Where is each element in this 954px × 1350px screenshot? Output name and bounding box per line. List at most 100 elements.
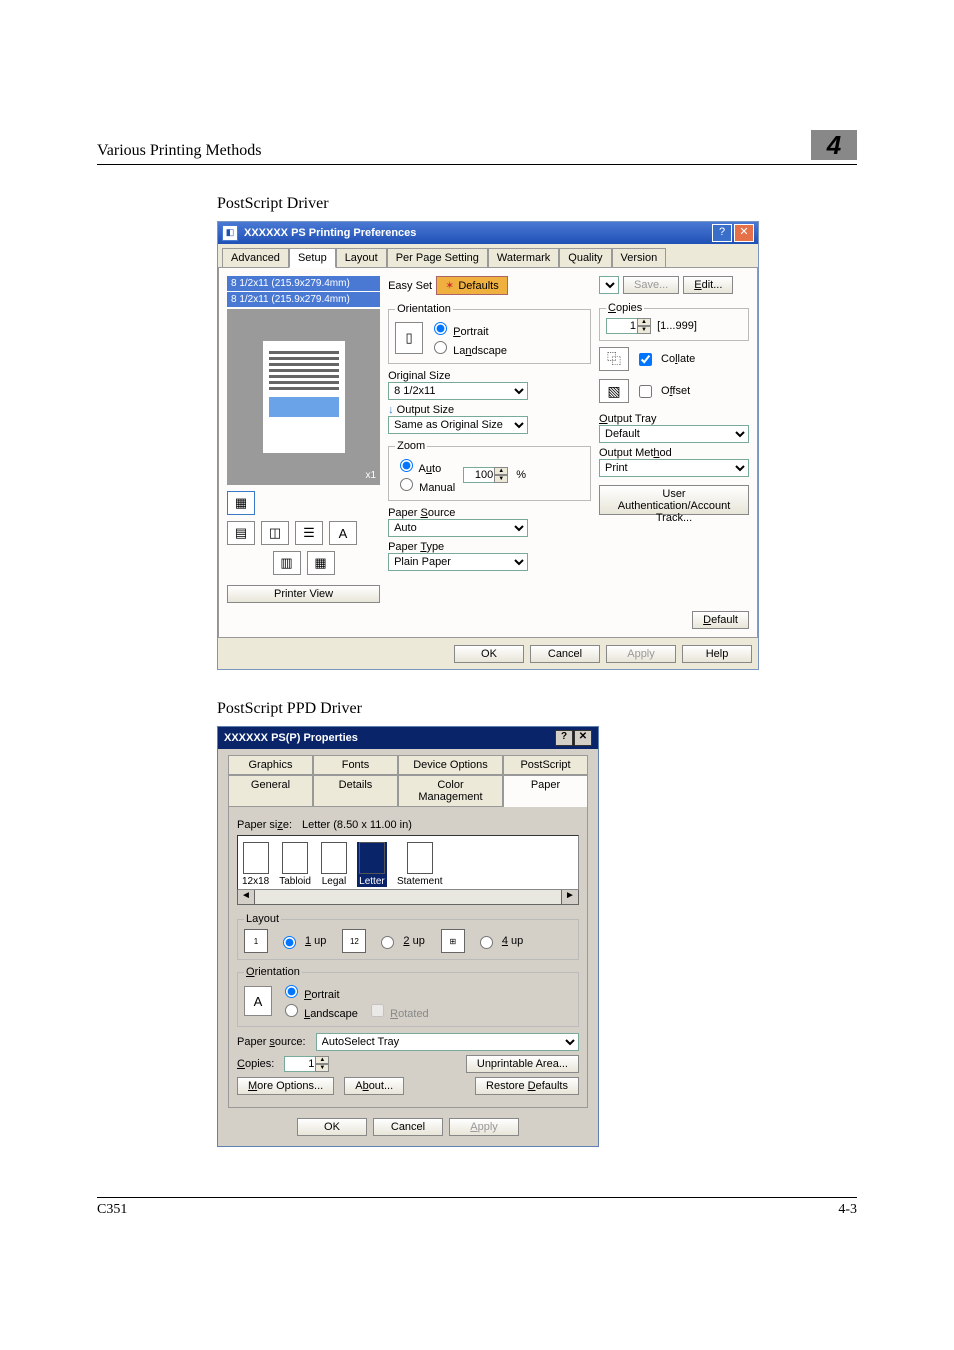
edit-button[interactable]: Edit...: [683, 276, 733, 294]
preview-mode-icon[interactable]: ▦: [227, 491, 255, 515]
1up-radio[interactable]: [283, 936, 296, 949]
unprintable-button[interactable]: Unprintable Area...: [466, 1055, 579, 1073]
outputtray-label: Output Tray: [599, 413, 656, 425]
help-icon[interactable]: ?: [712, 224, 732, 242]
outputtray-select[interactable]: Default: [599, 425, 749, 443]
section-title-ps: PostScript Driver: [217, 195, 857, 213]
landscape-label: Landscape: [453, 345, 507, 357]
zoom-down[interactable]: ▼: [494, 475, 508, 483]
ppd-copies-up[interactable]: ▲: [315, 1056, 329, 1064]
outsize-select[interactable]: Same as Original Size: [388, 416, 528, 434]
more-button[interactable]: More Options...: [237, 1077, 334, 1095]
ppd-close-icon[interactable]: ✕: [574, 730, 592, 746]
defaults-combo[interactable]: ✶Defaults: [436, 276, 508, 295]
ppd-copies-down[interactable]: ▼: [315, 1064, 329, 1072]
uat-button[interactable]: User Authentication/Account Track...: [599, 485, 749, 515]
mode3-icon[interactable]: ☰: [295, 521, 323, 545]
orig-size-readout: 8 1/2x11 (215.9x279.4mm): [227, 276, 380, 291]
ppd-source-select[interactable]: AutoSelect Tray: [316, 1033, 580, 1051]
zoom-legend: Zoom: [395, 440, 427, 452]
zoom-auto-radio[interactable]: [400, 459, 413, 472]
card-letter[interactable]: Letter: [357, 842, 387, 887]
scroll-left[interactable]: ◄: [237, 889, 255, 905]
ps-titlebar: ◧ XXXXXX PS Printing Preferences ? ✕: [218, 222, 758, 244]
origsize-select[interactable]: 8 1/2x11: [388, 382, 528, 400]
mode5-icon[interactable]: ▥: [273, 551, 301, 575]
ppd-orientation-legend: Orientation: [244, 966, 302, 978]
close-icon[interactable]: ✕: [734, 224, 754, 242]
mode4-icon[interactable]: A: [329, 521, 357, 545]
printer-view-button[interactable]: Printer View: [227, 585, 380, 603]
outputmethod-select[interactable]: Print: [599, 459, 749, 477]
offset-check[interactable]: [639, 385, 652, 398]
ppd-landscape-radio[interactable]: [285, 1004, 298, 1017]
papersize-list[interactable]: 12x18 Tabloid Legal Letter Statement: [237, 835, 579, 890]
help-button[interactable]: Help: [682, 645, 752, 663]
footer-right: 4-3: [838, 1202, 857, 1218]
ppd-apply-button: Apply: [449, 1118, 519, 1136]
tab-version[interactable]: Version: [612, 248, 667, 268]
zoom-readout: x1: [366, 470, 377, 481]
save-button: Save...: [623, 276, 679, 294]
easyset-select[interactable]: [599, 276, 619, 294]
ppd-copies-input[interactable]: [284, 1056, 316, 1072]
about-button[interactable]: About...: [344, 1077, 404, 1095]
zoom-input[interactable]: [463, 467, 495, 483]
zoom-auto-label: Auto: [419, 463, 442, 475]
copies-down[interactable]: ▼: [637, 326, 651, 334]
ppd-ok-button[interactable]: OK: [297, 1118, 367, 1136]
mode1-icon[interactable]: ▤: [227, 521, 255, 545]
4up-radio[interactable]: [480, 936, 493, 949]
card-12x18[interactable]: 12x18: [242, 842, 269, 887]
tab-quality[interactable]: Quality: [559, 248, 611, 268]
zoom-group: Zoom Auto Manual ▲▼ %: [388, 440, 591, 501]
tab-postscript[interactable]: PostScript: [503, 755, 588, 775]
tab-layout[interactable]: Layout: [336, 248, 387, 268]
tab-general[interactable]: General: [228, 775, 313, 807]
zoom-up[interactable]: ▲: [494, 467, 508, 475]
portrait-radio[interactable]: [434, 322, 447, 335]
2up-label: 2 up: [403, 935, 424, 947]
restore-button[interactable]: Restore Defaults: [475, 1077, 579, 1095]
orientation-legend: Orientation: [395, 303, 453, 315]
tab-colormgmt[interactable]: Color Management: [398, 775, 503, 807]
2up-icon: 12: [342, 929, 366, 953]
tab-fonts[interactable]: Fonts: [313, 755, 398, 775]
papertype-select[interactable]: Plain Paper: [388, 553, 528, 571]
mode6-icon[interactable]: ▦: [307, 551, 335, 575]
tab-advanced[interactable]: Advanced: [222, 248, 289, 268]
papersource-select[interactable]: Auto: [388, 519, 528, 537]
default-button[interactable]: Default: [692, 611, 749, 629]
ppd-portrait-label: Portrait: [304, 989, 339, 1001]
orientation-group: Orientation ▯ PPortraitortrait Landscape: [388, 303, 591, 364]
ppd-copies-label: Copies:: [237, 1058, 274, 1070]
copies-up[interactable]: ▲: [637, 318, 651, 326]
cancel-button[interactable]: Cancel: [530, 645, 600, 663]
2up-radio[interactable]: [381, 936, 394, 949]
tab-deviceopt[interactable]: Device Options: [398, 755, 503, 775]
ppd-portrait-radio[interactable]: [285, 985, 298, 998]
tab-paper[interactable]: Paper: [503, 775, 588, 807]
scroll-track[interactable]: [254, 889, 562, 905]
card-tabloid[interactable]: Tabloid: [279, 842, 311, 887]
tab-graphics[interactable]: Graphics: [228, 755, 313, 775]
origsize-label: Original Size: [388, 370, 450, 382]
tab-details[interactable]: Details: [313, 775, 398, 807]
card-statement[interactable]: Statement: [397, 842, 443, 887]
tab-watermark[interactable]: Watermark: [488, 248, 559, 268]
collate-check[interactable]: [639, 353, 652, 366]
ppd-cancel-button[interactable]: Cancel: [373, 1118, 443, 1136]
mode2-icon[interactable]: ◫: [261, 521, 289, 545]
page-preview: x1: [227, 309, 380, 485]
ok-button[interactable]: OK: [454, 645, 524, 663]
tab-setup[interactable]: Setup: [289, 248, 336, 268]
copies-input[interactable]: [606, 318, 638, 334]
landscape-radio[interactable]: [434, 341, 447, 354]
scroll-right[interactable]: ►: [561, 889, 579, 905]
ppd-help-icon[interactable]: ?: [555, 730, 573, 746]
card-legal[interactable]: Legal: [321, 842, 347, 887]
layout-legend: Layout: [244, 913, 281, 925]
tab-perpage[interactable]: Per Page Setting: [387, 248, 488, 268]
portrait-label: PPortraitortrait: [453, 326, 488, 338]
zoom-manual-radio[interactable]: [400, 478, 413, 491]
